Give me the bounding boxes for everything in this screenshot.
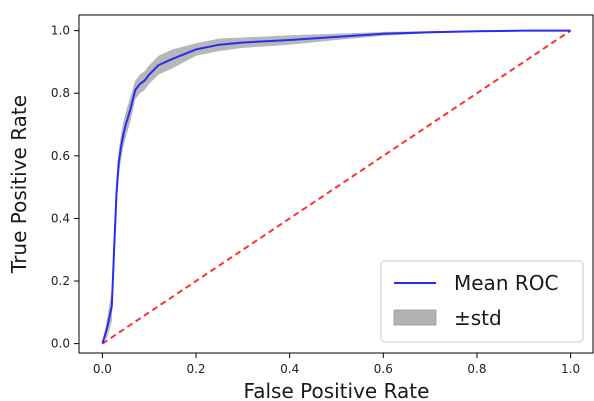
y-tick-label: 1.0 <box>51 24 70 38</box>
x-tick-label: 0.4 <box>280 362 299 376</box>
y-tick-label: 0.0 <box>51 337 70 351</box>
y-tick-label: 0.8 <box>51 86 70 100</box>
x-tick-label: 0.2 <box>186 362 205 376</box>
axes: 0.0 0.2 0.4 0.6 0.8 1.0 0.0 0.2 0.4 0.6 0.8 1.0 Fals… <box>7 14 594 401</box>
x-tick-label: 0.8 <box>467 362 486 376</box>
x-tick-label: 0.0 <box>93 362 112 376</box>
legend: Mean ROC ±std <box>380 260 584 343</box>
legend-label-mean-roc: Mean ROC <box>454 271 558 295</box>
y-axis-label: True Positive Rate <box>7 95 31 274</box>
x-tick-label: 0.6 <box>374 362 393 376</box>
legend-swatch-std <box>393 309 437 326</box>
plot-area <box>101 29 572 345</box>
axes-frame <box>78 14 594 354</box>
mean-roc-line <box>101 29 571 344</box>
y-tick-label: 0.6 <box>51 149 70 163</box>
legend-label-std: ±std <box>454 306 502 330</box>
y-tick-label: 0.2 <box>51 274 70 288</box>
y-tick-label: 0.4 <box>51 211 70 225</box>
x-axis-label: False Positive Rate <box>244 379 430 401</box>
x-tick-label: 1.0 <box>561 362 580 376</box>
chance-diagonal-line <box>101 29 572 345</box>
